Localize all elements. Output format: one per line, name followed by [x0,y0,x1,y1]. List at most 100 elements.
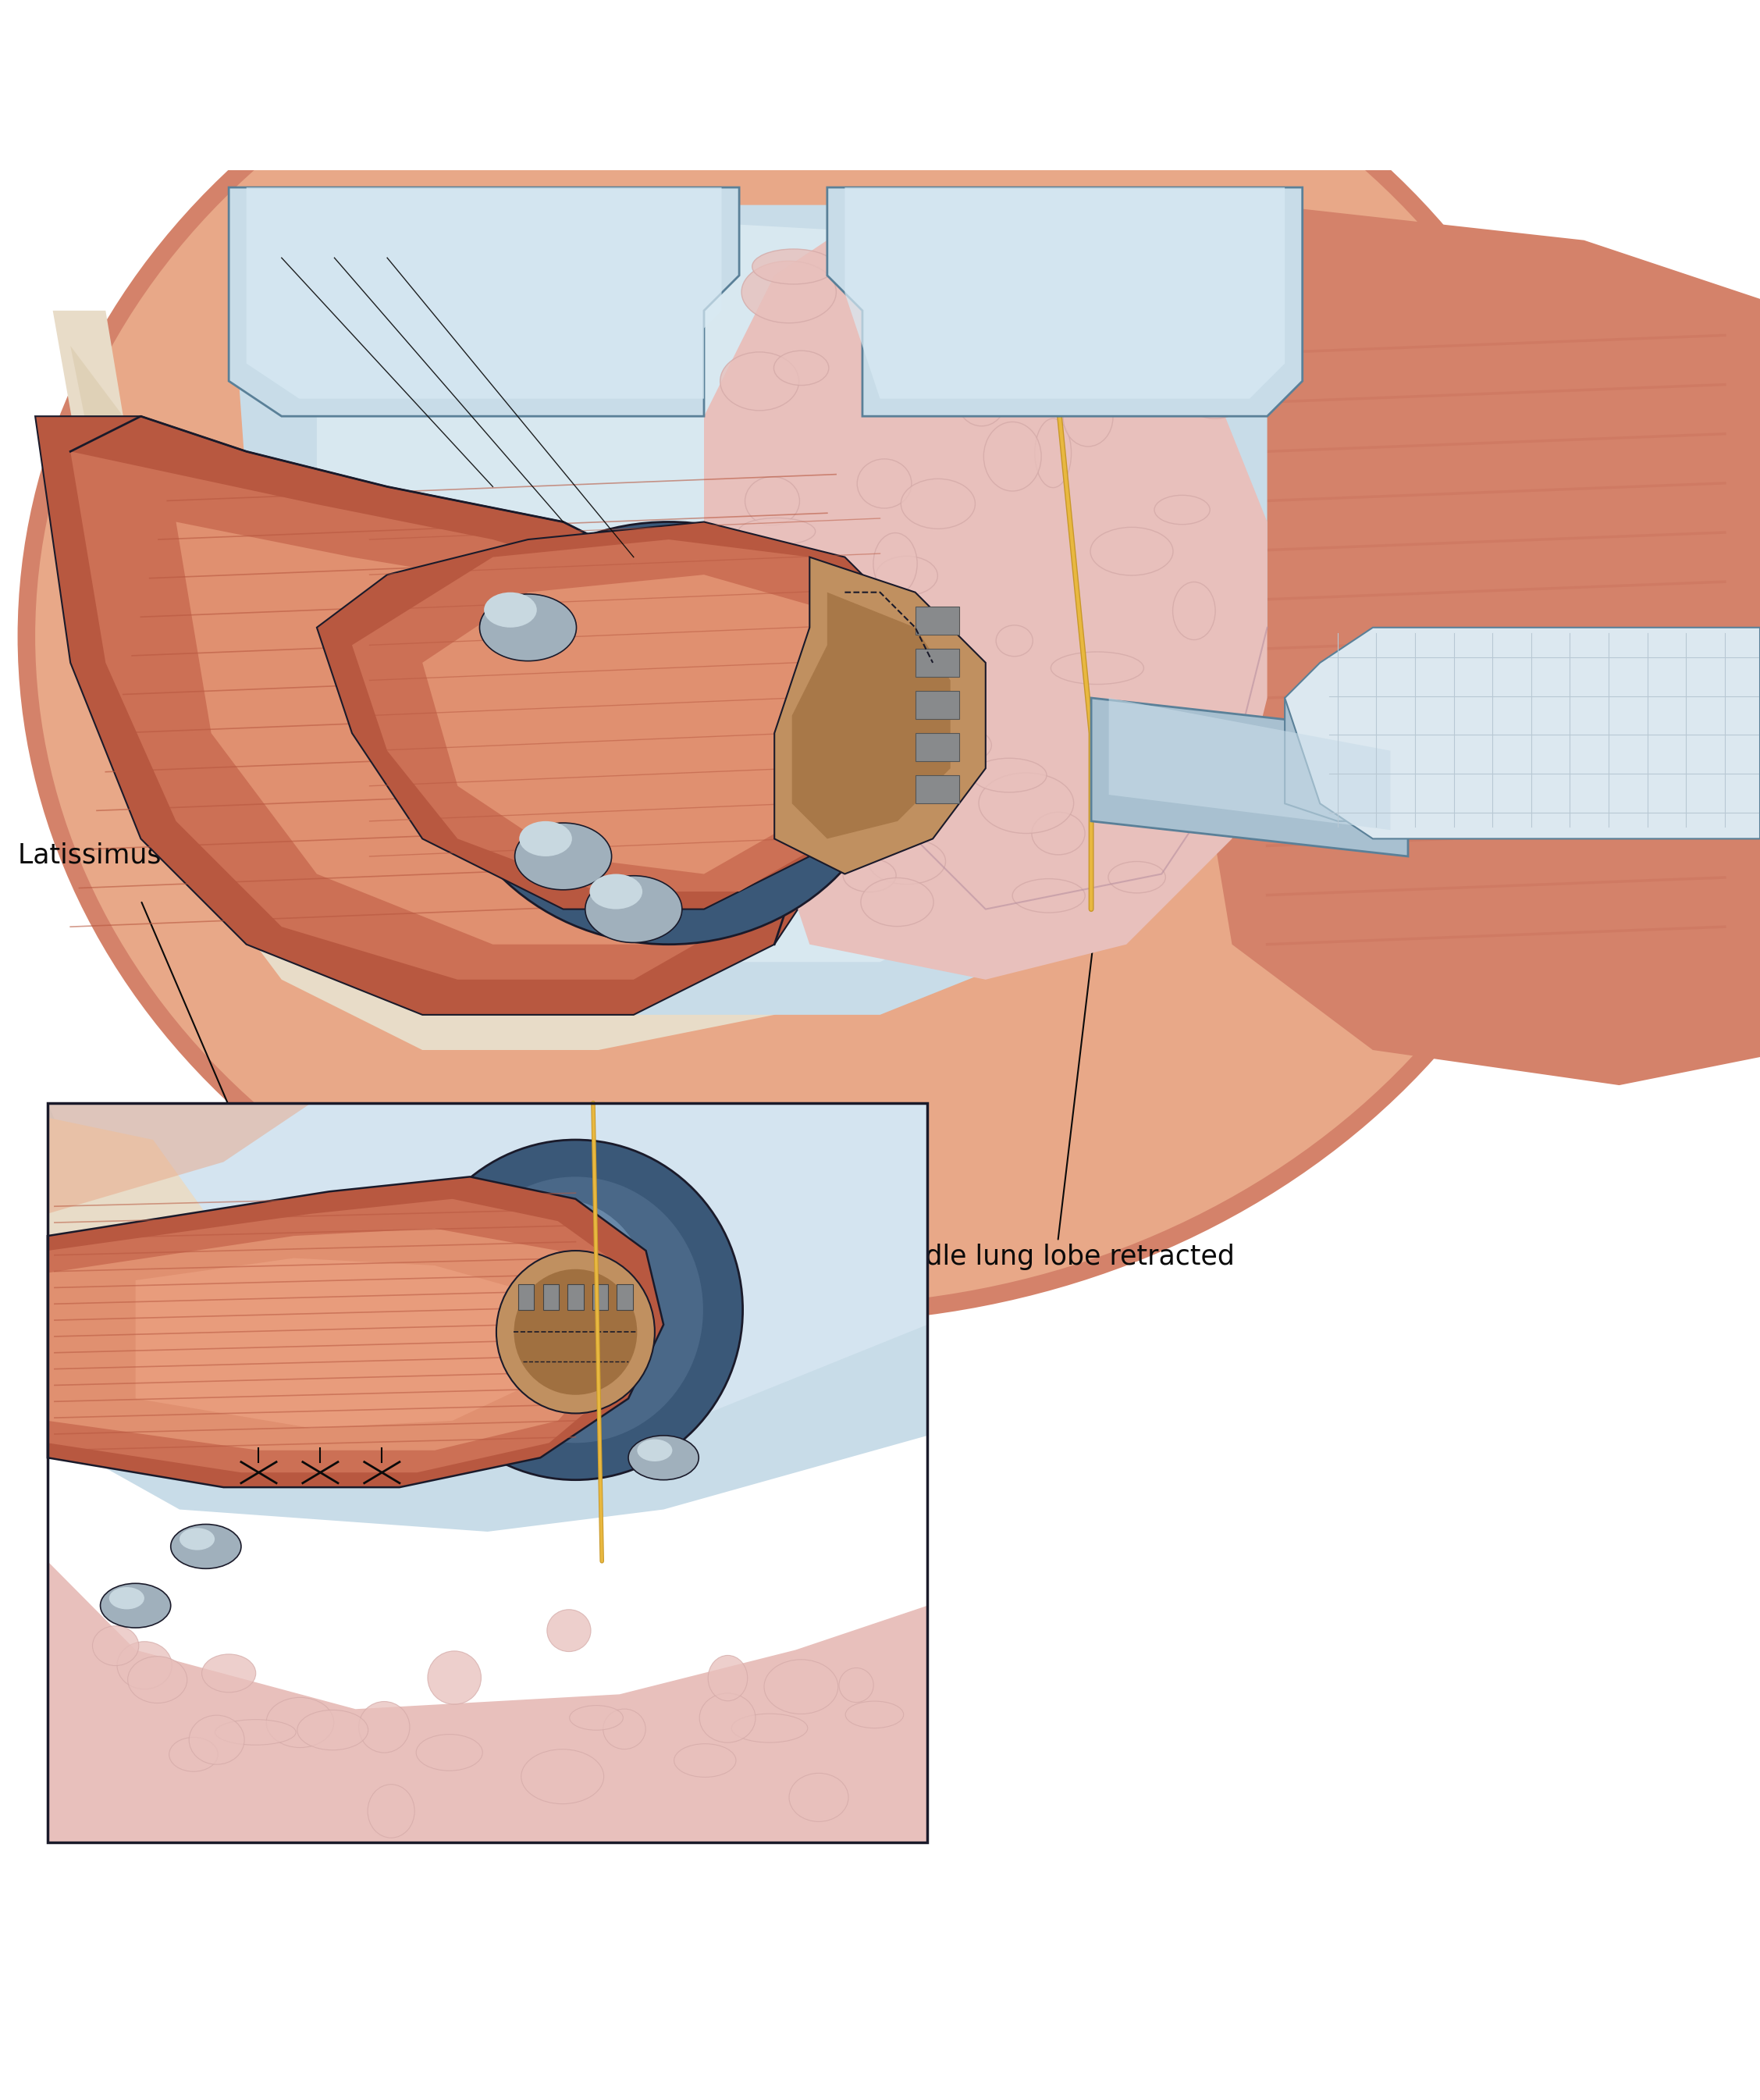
Polygon shape [317,223,1162,962]
Ellipse shape [428,1651,480,1705]
Ellipse shape [732,1714,808,1743]
Ellipse shape [861,878,933,926]
Ellipse shape [93,1625,139,1665]
Polygon shape [591,1283,609,1310]
Polygon shape [618,1283,634,1310]
Ellipse shape [857,460,912,508]
Ellipse shape [720,353,799,409]
Polygon shape [246,187,722,399]
Ellipse shape [18,0,1602,1323]
Ellipse shape [496,1252,655,1413]
Ellipse shape [171,1525,241,1569]
Ellipse shape [297,1709,368,1749]
Ellipse shape [35,0,1584,1306]
Polygon shape [792,592,950,838]
Ellipse shape [514,823,612,890]
Polygon shape [1285,628,1760,838]
Ellipse shape [1107,777,1199,827]
Polygon shape [542,1283,560,1310]
Ellipse shape [1155,496,1209,525]
Ellipse shape [584,876,683,943]
Polygon shape [704,206,1267,979]
Ellipse shape [590,874,642,909]
Ellipse shape [1128,311,1183,342]
Ellipse shape [744,477,799,525]
Ellipse shape [100,1583,171,1628]
Polygon shape [567,1283,584,1310]
Polygon shape [48,1102,928,1531]
Ellipse shape [752,250,834,284]
Ellipse shape [415,1735,482,1770]
Ellipse shape [169,1737,218,1772]
Polygon shape [517,1283,535,1310]
Ellipse shape [788,1772,848,1821]
Polygon shape [48,1102,928,1457]
Ellipse shape [1031,813,1084,855]
Ellipse shape [815,790,854,855]
Ellipse shape [1144,766,1190,802]
Ellipse shape [359,1701,410,1753]
Ellipse shape [708,1655,748,1701]
Ellipse shape [521,1749,604,1804]
Ellipse shape [637,1438,672,1462]
Ellipse shape [1174,731,1234,790]
Ellipse shape [868,838,945,884]
Ellipse shape [741,260,836,323]
Ellipse shape [827,609,912,674]
Polygon shape [915,733,959,762]
Ellipse shape [604,1709,646,1749]
Ellipse shape [901,265,982,317]
Polygon shape [1285,697,1373,821]
Polygon shape [48,1102,206,1325]
Polygon shape [915,607,959,634]
Ellipse shape [739,519,815,546]
Text: Stapled bronchus: Stapled bronchus [621,223,857,477]
Polygon shape [229,187,739,416]
Polygon shape [70,452,810,979]
Ellipse shape [1063,388,1112,447]
Polygon shape [774,556,986,874]
Ellipse shape [769,680,862,720]
Ellipse shape [1199,739,1264,779]
Ellipse shape [845,1701,903,1728]
Polygon shape [136,1258,549,1428]
Ellipse shape [514,1268,637,1394]
Ellipse shape [972,758,1047,792]
Ellipse shape [202,1655,255,1693]
Polygon shape [48,1228,620,1451]
Text: Latissimus dorsi muscle: Latissimus dorsi muscle [18,567,385,869]
Ellipse shape [957,378,1005,426]
Ellipse shape [118,1642,172,1688]
Ellipse shape [484,565,854,901]
Ellipse shape [1184,294,1257,361]
Ellipse shape [905,724,991,766]
Polygon shape [915,649,959,676]
Ellipse shape [519,821,572,857]
Ellipse shape [479,594,577,662]
Ellipse shape [869,682,950,737]
Ellipse shape [1035,418,1072,487]
Ellipse shape [840,1667,873,1703]
Ellipse shape [996,626,1033,657]
Ellipse shape [774,351,829,384]
Polygon shape [1197,206,1760,1086]
Ellipse shape [447,1176,702,1443]
Ellipse shape [1172,582,1216,640]
Ellipse shape [628,1436,699,1480]
Polygon shape [317,523,915,909]
Ellipse shape [484,592,537,628]
Polygon shape [53,311,986,1050]
Ellipse shape [1109,861,1165,892]
Polygon shape [70,346,933,1014]
Polygon shape [48,1176,664,1487]
Polygon shape [845,187,1285,399]
Polygon shape [1109,697,1390,829]
Ellipse shape [1177,353,1251,418]
Ellipse shape [1091,527,1174,575]
Ellipse shape [180,1529,215,1550]
Ellipse shape [901,479,975,529]
Polygon shape [176,523,757,945]
Ellipse shape [547,1609,591,1651]
Polygon shape [48,1560,928,1842]
Ellipse shape [873,533,917,594]
